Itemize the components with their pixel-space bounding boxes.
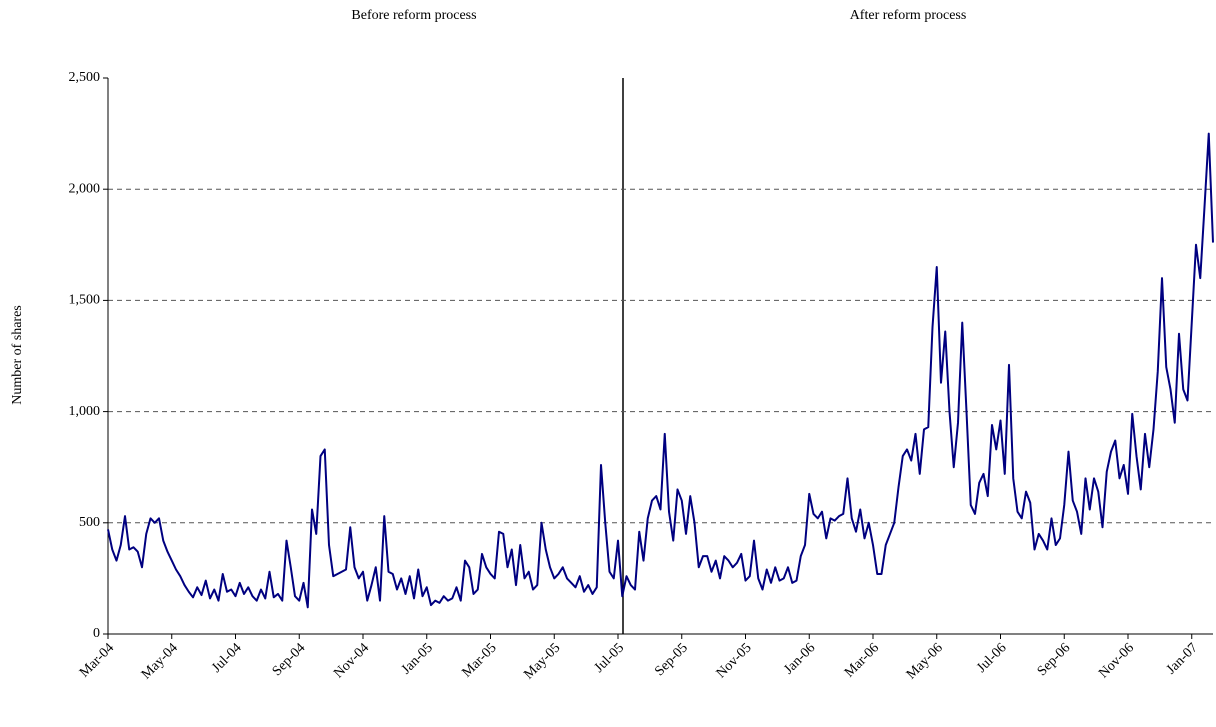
y-tick-label: 1,000	[69, 404, 101, 419]
x-tick-label: Jul-05	[592, 640, 627, 675]
x-tick-label: May-06	[904, 640, 946, 682]
x-tick-label: Sep-06	[1035, 640, 1074, 679]
data-line	[107, 132, 1214, 609]
x-tick-label: Mar-05	[459, 640, 499, 680]
y-tick-label: 2,500	[69, 70, 101, 85]
x-tick-label: Jan-05	[399, 640, 436, 677]
y-tick-label: 0	[93, 626, 100, 641]
annotation: Before reform process	[351, 8, 476, 23]
x-tick-label: Nov-04	[331, 640, 372, 681]
x-tick-label: Nov-05	[714, 640, 755, 681]
x-tick-label: Mar-04	[77, 640, 117, 680]
x-tick-label: Sep-04	[270, 640, 309, 679]
x-tick-label: Jan-06	[781, 640, 818, 677]
x-tick-label: Sep-05	[652, 640, 691, 679]
y-tick-label: 1,500	[69, 293, 101, 308]
y-tick-label: 500	[79, 515, 100, 530]
annotation: After reform process	[850, 8, 967, 23]
x-tick-label: Jul-04	[209, 640, 244, 675]
y-tick-label: 2,000	[69, 181, 101, 196]
x-tick-label: Jul-06	[974, 640, 1009, 675]
y-axis-label: Number of shares	[10, 305, 25, 405]
x-tick-label: May-05	[521, 640, 563, 682]
x-tick-label: Mar-06	[842, 640, 882, 680]
x-tick-label: Nov-06	[1096, 640, 1137, 681]
x-tick-label: Jan-07	[1164, 640, 1201, 677]
x-tick-label: May-04	[139, 640, 181, 682]
